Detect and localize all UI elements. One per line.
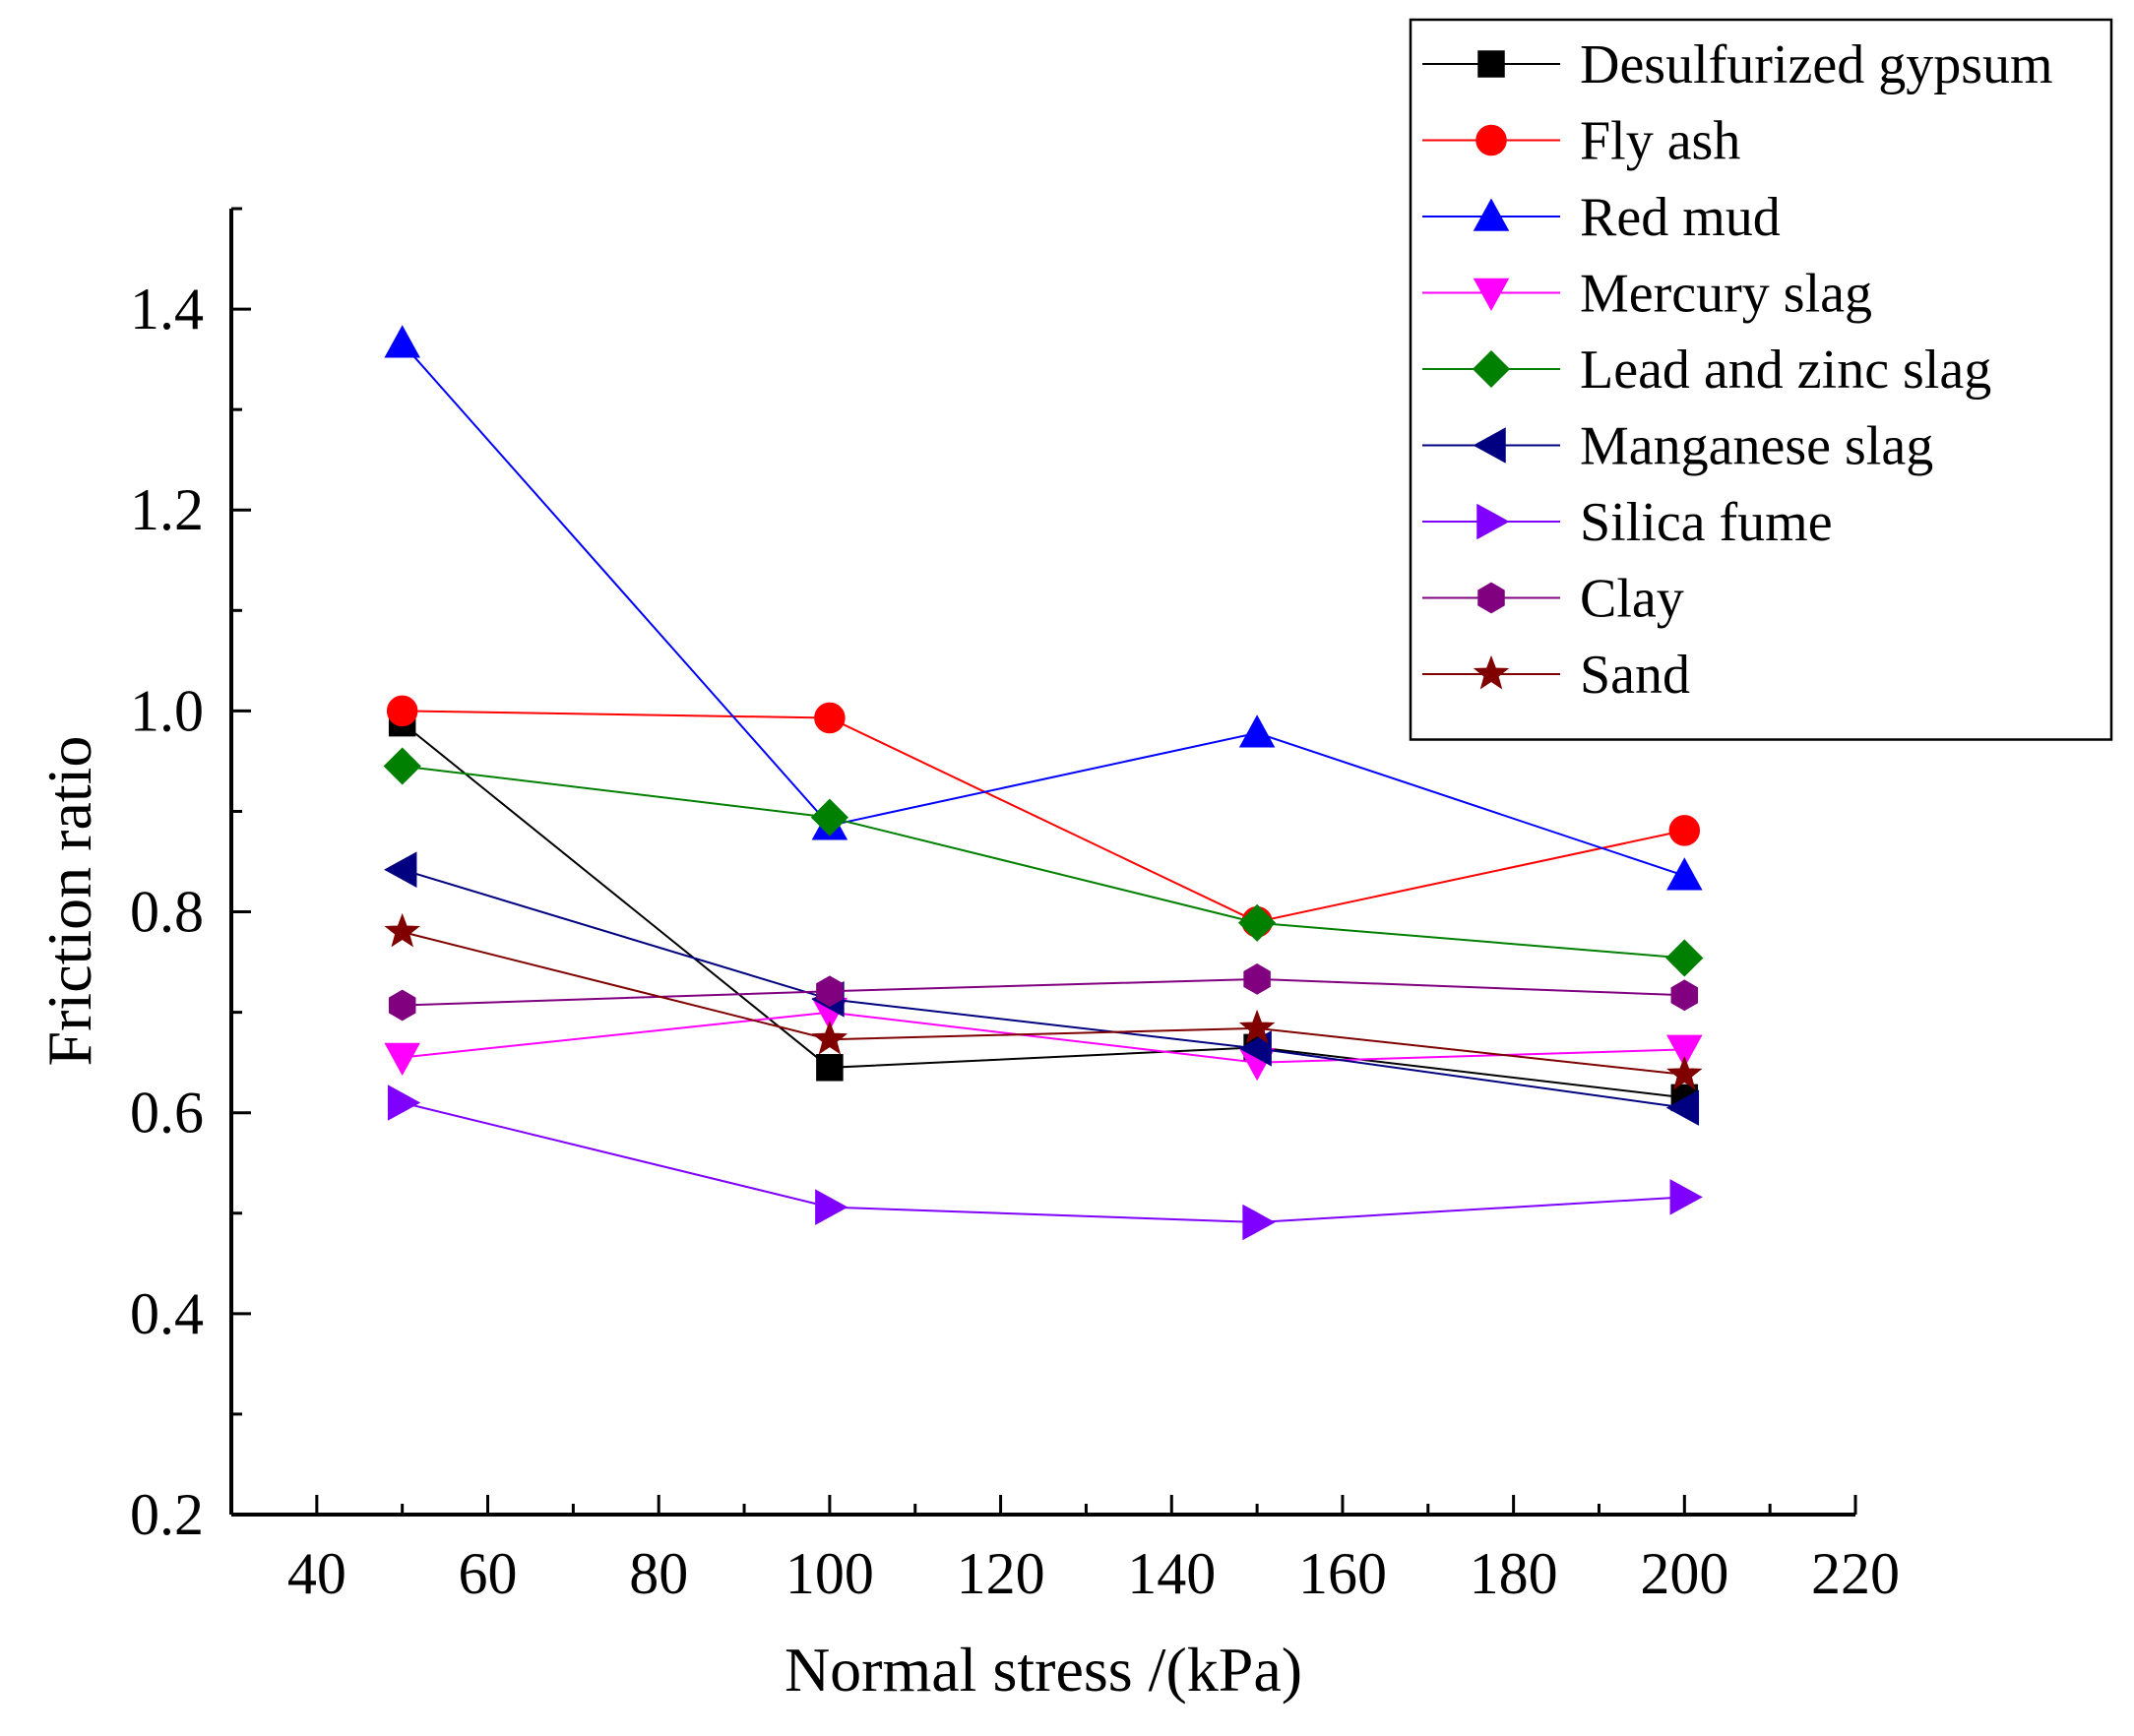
- data-point-lead-and-zinc-slag: [1238, 903, 1277, 942]
- x-tick-label: 40: [287, 1541, 346, 1606]
- data-point-clay: [1670, 979, 1699, 1012]
- series-mercury-slag: [384, 997, 1703, 1082]
- legend-label: Red mud: [1580, 187, 1781, 248]
- y-tick-label: 0.2: [130, 1482, 204, 1547]
- legend-marker: [1473, 198, 1510, 231]
- series-sand: [384, 912, 1703, 1090]
- legend-marker: [1473, 278, 1510, 312]
- data-point-red-mud: [384, 325, 420, 358]
- series-line-red-mud: [401, 342, 1685, 877]
- data-point-fly-ash: [814, 702, 846, 734]
- data-point-red-mud: [1666, 857, 1703, 891]
- data-point-manganese-slag: [1665, 1089, 1700, 1126]
- legend-marker: [1475, 124, 1507, 156]
- legend-item-clay: Clay: [1422, 569, 1684, 630]
- data-point-manganese-slag: [384, 851, 417, 888]
- data-point-fly-ash: [1668, 815, 1701, 846]
- series-line-sand: [402, 931, 1685, 1076]
- x-tick-label: 100: [785, 1541, 874, 1606]
- legend-marker: [1472, 349, 1511, 389]
- series-layer: [383, 325, 1704, 1241]
- legend-label: Clay: [1580, 569, 1684, 630]
- y-ticks: 0.2 0.4 0.6 0.8 1.0 1.2 1.4: [130, 207, 251, 1547]
- legend-item-fly-ash: Fly ash: [1422, 111, 1740, 172]
- legend-marker: [1477, 50, 1505, 78]
- legend-label: Silica fume: [1580, 492, 1833, 553]
- legend-label: Fly ash: [1580, 111, 1740, 172]
- data-point-clay: [1243, 963, 1271, 995]
- data-point-sand: [384, 912, 420, 948]
- data-point-clay: [816, 975, 844, 1008]
- data-point-lead-and-zinc-slag: [1665, 939, 1704, 977]
- legend-item-mercury-slag: Mercury slag: [1422, 264, 1872, 325]
- y-tick-label: 1.4: [130, 277, 204, 341]
- series-line-fly-ash: [402, 710, 1685, 923]
- y-tick-label: 0.8: [130, 880, 204, 945]
- data-point-sand: [811, 1021, 848, 1055]
- data-point-mercury-slag: [1666, 1034, 1703, 1068]
- data-point-silica-fume: [1242, 1204, 1276, 1241]
- x-tick-label: 220: [1811, 1541, 1900, 1606]
- legend-marker: [1477, 582, 1505, 614]
- data-point-silica-fume: [387, 1085, 421, 1121]
- x-ticks: 40 60 80 100 120 140 160 180 200 220: [229, 1495, 1900, 1606]
- legend-label: Lead and zinc slag: [1580, 340, 1991, 401]
- data-point-red-mud: [1238, 714, 1276, 748]
- legend-item-manganese-slag: Manganese slag: [1422, 416, 1933, 477]
- legend-marker: [1473, 427, 1506, 464]
- x-tick-label: 200: [1640, 1541, 1728, 1606]
- legend-item-red-mud: Red mud: [1422, 187, 1781, 248]
- y-tick-label: 1.2: [130, 477, 204, 542]
- y-tick-label: 1.0: [130, 678, 204, 743]
- x-tick-label: 180: [1470, 1541, 1558, 1606]
- data-point-sand: [1666, 1055, 1703, 1090]
- legend-marker: [1476, 503, 1510, 540]
- data-point-lead-and-zinc-slag: [810, 798, 848, 837]
- series-line-manganese-slag: [402, 868, 1685, 1109]
- series-line-silica-fume: [402, 1101, 1685, 1224]
- legend-label: Sand: [1580, 645, 1690, 706]
- legend-item-silica-fume: Silica fume: [1422, 492, 1833, 553]
- data-point-mercury-slag: [384, 1042, 420, 1077]
- legend: Desulfurized gypsum Fly ash Red mud Mercury…: [1409, 18, 2113, 741]
- data-point-fly-ash: [386, 695, 418, 727]
- axes: 40 60 80 100 120 140 160 180 200 220 0.2 0.4 0.6 0.8…: [130, 207, 1900, 1606]
- legend-item-sand: Sand: [1422, 645, 1690, 706]
- series-line-desulfurized-gypsum: [402, 721, 1685, 1099]
- y-tick-label: 0.4: [130, 1281, 204, 1346]
- legend-marker: [1473, 654, 1510, 690]
- series-clay: [388, 963, 1699, 1022]
- data-point-desulfurized-gypsum: [816, 1054, 844, 1082]
- data-point-clay: [388, 989, 416, 1022]
- series-line-clay: [402, 977, 1685, 1007]
- legend-item-desulfurized-gypsum: Desulfurized gypsum: [1422, 34, 2053, 95]
- data-point-silica-fume: [815, 1189, 848, 1225]
- x-tick-label: 80: [629, 1541, 688, 1606]
- data-point-silica-fume: [1669, 1179, 1703, 1215]
- data-point-lead-and-zinc-slag: [383, 747, 421, 785]
- series-silica-fume: [387, 1085, 1703, 1241]
- x-tick-label: 120: [957, 1541, 1045, 1606]
- y-tick-label: 0.6: [130, 1081, 204, 1146]
- legend-items: Desulfurized gypsum Fly ash Red mud Mercury…: [1422, 34, 2053, 706]
- series-line-lead-and-zinc-slag: [402, 765, 1685, 960]
- x-tick-label: 60: [459, 1541, 518, 1606]
- series-desulfurized-gypsum: [388, 709, 1699, 1112]
- y-axis-title: Friction ratio: [34, 736, 104, 1067]
- x-tick-label: 160: [1298, 1541, 1387, 1606]
- x-axis-title: Normal stress /(kPa): [785, 1635, 1302, 1705]
- legend-item-lead-and-zinc-slag: Lead and zinc slag: [1422, 340, 1991, 401]
- legend-label: Manganese slag: [1580, 416, 1933, 477]
- data-point-sand: [1238, 1009, 1276, 1044]
- legend-label: Mercury slag: [1580, 264, 1872, 325]
- series-line-mercury-slag: [402, 1011, 1685, 1064]
- x-tick-label: 140: [1127, 1541, 1216, 1606]
- legend-label: Desulfurized gypsum: [1580, 34, 2053, 95]
- series-lead-and-zinc-slag: [383, 747, 1704, 977]
